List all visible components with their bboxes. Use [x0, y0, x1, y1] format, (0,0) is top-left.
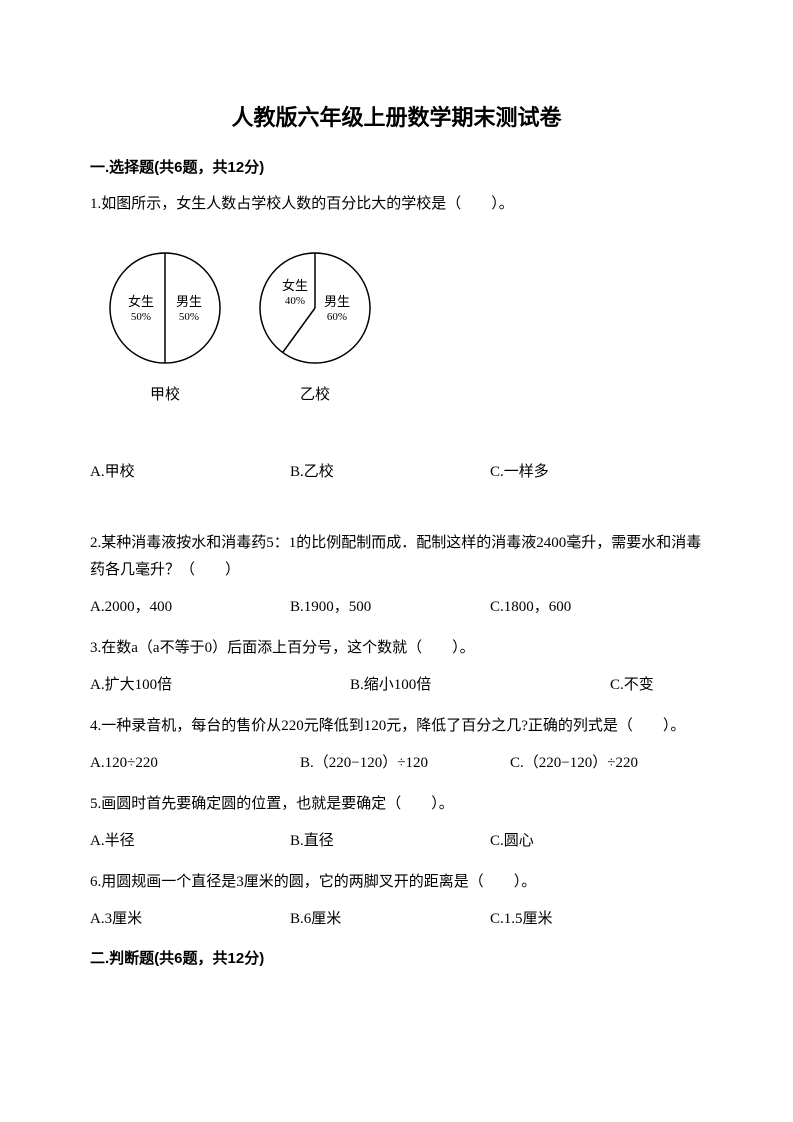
question-3-text: 3.在数a（a不等于0）后面添上百分号，这个数就（ ）。 — [90, 635, 703, 662]
q3-options: A.扩大100倍 B.缩小100倍 C.不变 — [90, 672, 703, 699]
question-5: 5.画圆时首先要确定圆的位置，也就是要确定（ ）。 A.半径 B.直径 C.圆心 — [90, 791, 703, 855]
pie2-name: 乙校 — [300, 382, 330, 409]
q4-option-b: B.（220−120）÷120 — [300, 750, 510, 777]
pie1-left-label: 女生 — [128, 294, 154, 309]
q5-options: A.半径 B.直径 C.圆心 — [90, 828, 703, 855]
pie1-right-pct: 50% — [179, 311, 199, 323]
q2-option-a: A.2000，400 — [90, 594, 290, 621]
pie-chart-1: 女生 50% 男生 50% 甲校 — [105, 248, 225, 409]
q1-option-a: A.甲校 — [90, 459, 290, 486]
question-1-text: 1.如图所示，女生人数占学校人数的百分比大的学校是（ ）。 — [90, 191, 703, 218]
question-1: 1.如图所示，女生人数占学校人数的百分比大的学校是（ ）。 女生 50% 男生 … — [90, 191, 703, 486]
pie-charts: 女生 50% 男生 50% 甲校 女生 40% 男生 60% 乙校 — [105, 248, 703, 409]
q1-options: A.甲校 B.乙校 C.一样多 — [90, 459, 703, 486]
pie1-right-label: 男生 — [176, 294, 202, 309]
question-6: 6.用圆规画一个直径是3厘米的圆，它的两脚叉开的距离是（ ）。 A.3厘米 B.… — [90, 869, 703, 933]
q4-option-c: C.（220−120）÷220 — [510, 750, 720, 777]
pie2-right-label: 男生 — [324, 294, 350, 309]
q6-option-a: A.3厘米 — [90, 906, 290, 933]
question-3: 3.在数a（a不等于0）后面添上百分号，这个数就（ ）。 A.扩大100倍 B.… — [90, 635, 703, 699]
exam-title: 人教版六年级上册数学期末测试卷 — [90, 100, 703, 132]
q6-options: A.3厘米 B.6厘米 C.1.5厘米 — [90, 906, 703, 933]
q3-option-c: C.不变 — [610, 672, 654, 699]
question-4: 4.一种录音机，每台的售价从220元降低到120元，降低了百分之几?正确的列式是… — [90, 713, 703, 777]
pie1-left-pct: 50% — [131, 311, 151, 323]
q1-option-b: B.乙校 — [290, 459, 490, 486]
q2-option-c: C.1800，600 — [490, 594, 690, 621]
pie-2-svg: 女生 40% 男生 60% — [255, 248, 375, 368]
question-2-text: 2.某种消毒液按水和消毒药5：1的比例配制而成．配制这样的消毒液2400毫升，需… — [90, 530, 703, 584]
q5-option-b: B.直径 — [290, 828, 490, 855]
q6-option-b: B.6厘米 — [290, 906, 490, 933]
q6-option-c: C.1.5厘米 — [490, 906, 690, 933]
pie-chart-2: 女生 40% 男生 60% 乙校 — [255, 248, 375, 409]
q5-option-c: C.圆心 — [490, 828, 690, 855]
q3-option-b: B.缩小100倍 — [350, 672, 610, 699]
pie-1-svg: 女生 50% 男生 50% — [105, 248, 225, 368]
pie2-right-pct: 60% — [327, 311, 347, 323]
q2-option-b: B.1900，500 — [290, 594, 490, 621]
pie2-left-pct: 40% — [285, 295, 305, 307]
section-1-header: 一.选择题(共6题，共12分) — [90, 156, 703, 177]
question-5-text: 5.画圆时首先要确定圆的位置，也就是要确定（ ）。 — [90, 791, 703, 818]
q1-option-c: C.一样多 — [490, 459, 690, 486]
q3-option-a: A.扩大100倍 — [90, 672, 350, 699]
q4-options: A.120÷220 B.（220−120）÷120 C.（220−120）÷22… — [90, 750, 703, 777]
q5-option-a: A.半径 — [90, 828, 290, 855]
question-6-text: 6.用圆规画一个直径是3厘米的圆，它的两脚叉开的距离是（ ）。 — [90, 869, 703, 896]
pie1-name: 甲校 — [150, 382, 180, 409]
question-4-text: 4.一种录音机，每台的售价从220元降低到120元，降低了百分之几?正确的列式是… — [90, 713, 703, 740]
pie2-left-label: 女生 — [282, 278, 308, 293]
q2-options: A.2000，400 B.1900，500 C.1800，600 — [90, 594, 703, 621]
question-2: 2.某种消毒液按水和消毒药5：1的比例配制而成．配制这样的消毒液2400毫升，需… — [90, 530, 703, 621]
section-2-header: 二.判断题(共6题，共12分) — [90, 947, 703, 968]
q4-option-a: A.120÷220 — [90, 750, 300, 777]
